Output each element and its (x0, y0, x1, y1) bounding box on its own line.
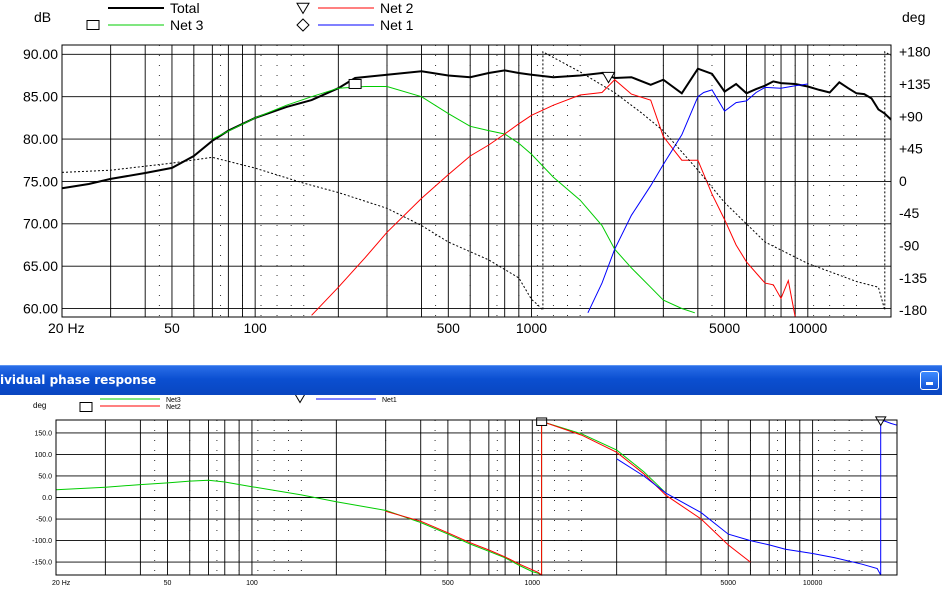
x-tick-label: 1000 (524, 580, 540, 587)
legend-label-net-2: Net 2 (380, 0, 414, 16)
y-tick-label: 50.0 (38, 473, 52, 480)
legend-label-total: Total (170, 0, 200, 16)
x-tick-label: 20 Hz (52, 580, 71, 587)
bottom-grid (56, 420, 897, 575)
y2-tick-label: -45 (899, 205, 919, 221)
net3-marker (536, 417, 548, 426)
y2-tick-label: -90 (899, 237, 919, 253)
y-tick-label: 60.00 (23, 300, 58, 316)
y-tick-label: 100.0 (34, 452, 52, 459)
y2-tick-label: +90 (899, 108, 923, 124)
x-tick-label: 100 (246, 580, 258, 587)
y-tick-label: 75.00 (23, 173, 58, 189)
y-tick-label: 65.00 (23, 258, 58, 274)
x-tick-label: 500 (442, 580, 454, 587)
legend-label-net-1: Net 1 (380, 17, 414, 33)
x-tick-label: 100 (243, 320, 267, 336)
minimize-icon[interactable] (920, 371, 939, 390)
series-line-net-1 (587, 83, 808, 314)
legend-marker-triangle-down (296, 2, 310, 15)
series-line-net-3 (212, 86, 695, 314)
legend-label-net1: Net1 (382, 397, 397, 404)
y-tick-label: -50.0 (36, 516, 52, 523)
series-line-total (61, 67, 892, 190)
bottom-tick-labels: 20 Hz 50 100 500 1000 5000 10000 150.0 100.0 50.0… (32, 430, 822, 587)
net-3-marker (348, 78, 362, 89)
x-tick-label: 10000 (788, 320, 827, 336)
y2-tick-label: +45 (899, 141, 923, 157)
top-plot-frame (61, 44, 892, 318)
y-tick-label: 70.00 (23, 216, 58, 232)
y-tick-label: -100.0 (32, 538, 52, 545)
series-line-net-2 (311, 79, 796, 318)
y-tick-label: 85.00 (23, 89, 58, 105)
legend-marker-square (79, 402, 93, 412)
top-grid (62, 45, 891, 317)
series-line-net1 (616, 420, 898, 576)
window-title: ividual phase response (0, 373, 157, 387)
y-tick-label: 90.00 (23, 46, 58, 62)
bottom-series (55, 416, 898, 577)
net-2-marker (601, 71, 616, 84)
left-axis-unit: dB (34, 9, 51, 25)
series-line-phase (61, 50, 892, 312)
y-tick-label: 80.00 (23, 131, 58, 147)
x-tick-label: 500 (437, 320, 461, 336)
x-tick-label: 5000 (720, 580, 736, 587)
top-tick-labels: 20 Hz 50 100 500 1000 5000 10000 90.00 85.00 80.0… (23, 44, 931, 336)
right-axis-unit: deg (902, 9, 925, 25)
series-line-net2 (385, 421, 751, 577)
y-tick-label: 0.0 (42, 495, 52, 502)
legend-marker-triangle-down (295, 395, 305, 404)
net1-marker (874, 416, 887, 427)
y2-tick-label: -180 (899, 302, 927, 318)
y2-tick-label: -135 (899, 270, 927, 286)
y2-tick-label: +180 (899, 44, 931, 60)
bottom-plot-frame (55, 419, 898, 576)
y-tick-label: 150.0 (34, 430, 52, 437)
x-tick-label: 20 Hz (48, 320, 85, 336)
legend-marker-diamond (296, 18, 310, 32)
x-tick-label: 50 (164, 320, 180, 336)
y-tick-label: -150.0 (32, 560, 52, 567)
x-tick-label: 1000 (516, 320, 547, 336)
top-series (61, 50, 892, 318)
x-tick-label: 5000 (709, 320, 740, 336)
window-title-bar[interactable]: ividual phase response (0, 365, 942, 395)
x-tick-label: 50 (164, 580, 172, 587)
y2-tick-label: 0 (899, 173, 907, 189)
x-tick-label: 10000 (803, 580, 823, 587)
legend-label-net3: Net3 (166, 397, 181, 404)
phase-axis-unit: deg (33, 401, 46, 410)
y2-tick-label: +135 (899, 76, 931, 92)
legend-marker-square (86, 20, 100, 30)
legend-label-net-3: Net 3 (170, 17, 204, 33)
series-line-net3 (55, 421, 667, 576)
legend-label-net2: Net2 (166, 404, 181, 411)
